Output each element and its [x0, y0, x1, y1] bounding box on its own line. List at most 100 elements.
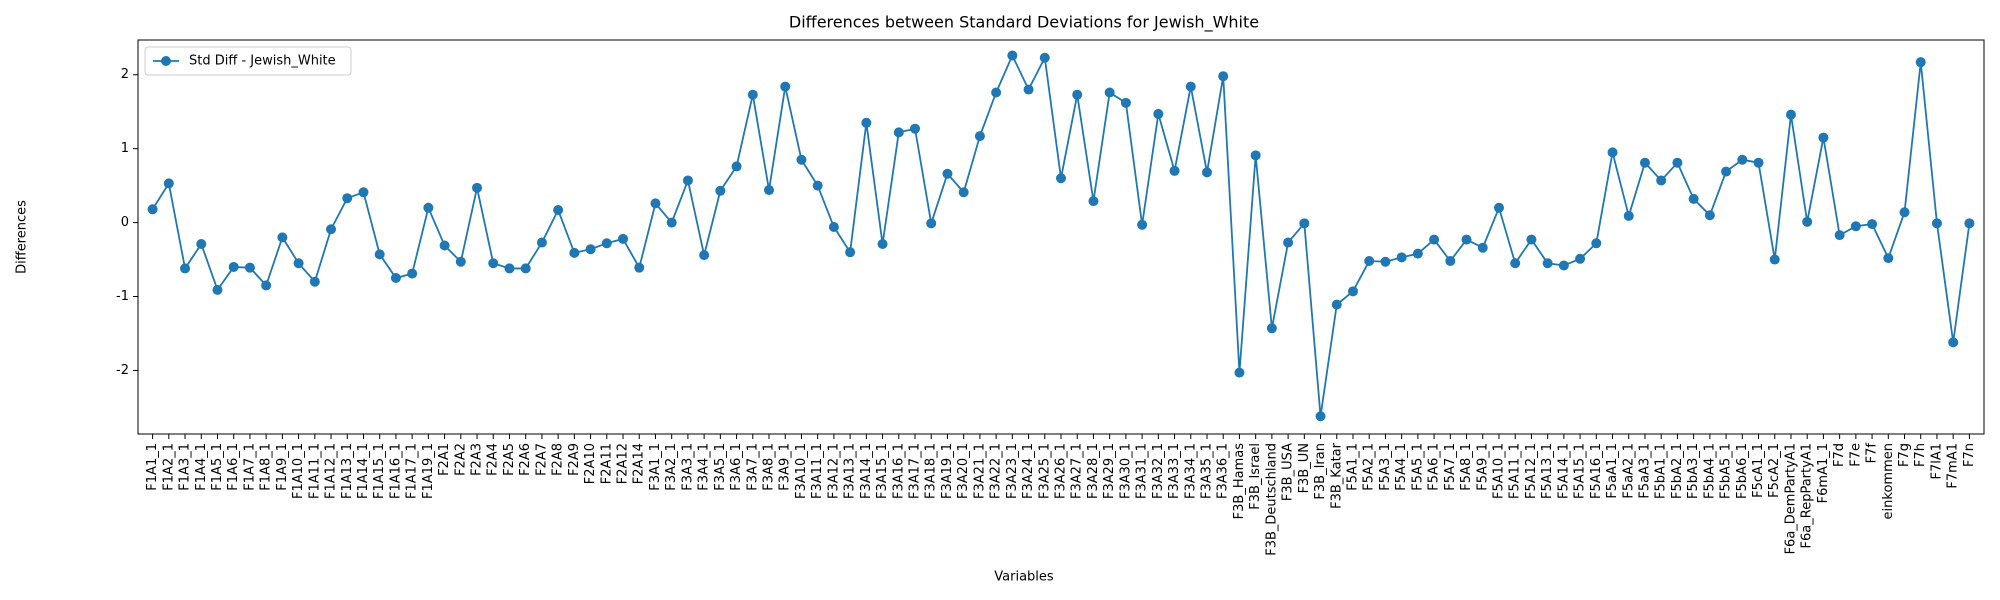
x-tick-label: F3B_UN [1297, 443, 1312, 493]
data-point [747, 89, 758, 100]
data-point [1412, 248, 1423, 259]
data-point [163, 178, 174, 189]
x-tick-label: F5cA2_1 [1767, 443, 1782, 498]
data-point [1607, 147, 1618, 158]
x-tick-label: F5aA3_1 [1637, 443, 1652, 499]
data-point [926, 218, 937, 229]
x-tick-label: F3A34_1 [1183, 443, 1198, 499]
x-tick-label: F3A7_1 [745, 443, 760, 491]
data-point [1753, 157, 1764, 168]
x-tick-label: F3A35_1 [1199, 443, 1214, 499]
data-point [812, 180, 823, 191]
data-point [1137, 219, 1148, 230]
data-point [974, 131, 985, 142]
x-tick-label: F1A10_1 [291, 443, 306, 499]
x-tick-label: F3A29_1 [1102, 443, 1117, 499]
data-point [1931, 218, 1942, 229]
y-tick-label: -1 [116, 289, 129, 304]
data-point [1104, 87, 1115, 98]
x-tick-label: F1A1_1 [145, 443, 160, 491]
data-point [1201, 167, 1212, 178]
x-tick-label: F3A2_1 [664, 443, 679, 491]
data-point [1088, 196, 1099, 207]
data-point [1883, 253, 1894, 264]
x-tick-label: F3A19_1 [940, 443, 955, 499]
x-tick-label: F2A6 [518, 443, 533, 476]
data-point [1396, 252, 1407, 263]
data-point [1769, 254, 1780, 265]
data-point [536, 237, 547, 248]
data-point [942, 168, 953, 179]
data-point [1721, 166, 1732, 177]
x-tick-label: F5A10_1 [1491, 443, 1506, 499]
data-point [569, 247, 580, 258]
data-point [390, 273, 401, 284]
data-point [1056, 173, 1066, 184]
x-tick-label: F3A1_1 [648, 443, 663, 491]
data-point [731, 161, 742, 172]
data-point [585, 244, 596, 255]
data-point [147, 204, 158, 215]
x-tick-label: F1A19_1 [421, 443, 436, 499]
x-tick-label: F3A21_1 [972, 443, 987, 499]
data-point [1834, 230, 1845, 241]
data-point [1331, 299, 1342, 310]
x-tick-label: F3A33_1 [1167, 443, 1182, 499]
x-tick-label: F3B_Israel [1248, 443, 1263, 510]
legend-box [144, 46, 352, 76]
data-point [455, 256, 466, 267]
x-tick-label: F1A17_1 [405, 443, 420, 499]
x-tick-label: F2A12 [616, 443, 631, 484]
x-tick-label: F5bA5_1 [1719, 443, 1734, 499]
x-tick-label: F3A5_1 [713, 443, 728, 491]
data-point [1364, 256, 1375, 267]
x-tick-label: F5cA1_1 [1751, 443, 1766, 498]
data-point [1380, 256, 1391, 267]
data-point [1672, 157, 1683, 168]
x-tick-label: F3A6_1 [729, 443, 744, 491]
data-point [1493, 202, 1504, 213]
x-tick-label: F1A2_1 [161, 443, 176, 491]
data-point [1120, 97, 1131, 108]
data-point [699, 250, 710, 261]
x-tick-label: F5A12_1 [1524, 443, 1539, 499]
data-point [358, 187, 369, 198]
data-point [634, 262, 645, 273]
x-tick-label: F5A5_1 [1410, 443, 1425, 491]
x-tick-label: F6a_RepPartyA1 [1800, 443, 1815, 548]
data-point [666, 217, 677, 228]
x-tick-label: F5A15_1 [1573, 443, 1588, 499]
legend-marker [161, 56, 171, 66]
data-point [1526, 234, 1537, 245]
x-tick-label: F3A11_1 [810, 443, 825, 499]
data-point [715, 185, 726, 196]
x-tick-label: F3A17_1 [908, 443, 923, 499]
x-tick-label: F1A11_1 [307, 443, 322, 499]
y-tick-label: 2 [121, 67, 129, 82]
data-point [488, 258, 499, 269]
data-point [1948, 337, 1959, 348]
x-tick-label: F5aA2_1 [1621, 443, 1636, 499]
x-tick-label: F1A12_1 [324, 443, 339, 499]
data-point [277, 232, 288, 243]
x-tick-label: F6a_DemPartyA1 [1783, 443, 1798, 554]
x-tick-label: F1A7_1 [242, 443, 257, 491]
x-tick-label: F3A10_1 [794, 443, 809, 499]
x-tick-label: F5A11_1 [1508, 443, 1523, 499]
x-tick-label: F3A9_1 [778, 443, 793, 491]
data-point [1445, 256, 1456, 267]
x-axis-label: Variables [994, 570, 1054, 585]
x-tick-label: F5A4_1 [1394, 443, 1409, 491]
x-tick-label: F3A26_1 [1054, 443, 1069, 499]
legend-label: Std Diff - Jewish_White [189, 54, 336, 69]
x-tick-label: F5A3_1 [1378, 443, 1393, 491]
data-point [1477, 242, 1488, 253]
data-point [1510, 258, 1521, 269]
x-tick-label: F3A24_1 [1021, 443, 1036, 499]
x-tick-label: F1A3_1 [178, 443, 193, 491]
data-point [342, 193, 353, 204]
x-tick-label: F2A3 [470, 443, 485, 476]
x-tick-label: F2A8 [551, 443, 566, 476]
x-tick-label: F1A16_1 [388, 443, 403, 499]
